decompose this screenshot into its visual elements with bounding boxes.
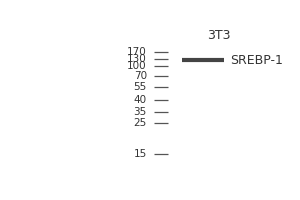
Text: 130: 130 xyxy=(127,54,147,64)
Text: 55: 55 xyxy=(134,82,147,92)
Text: 35: 35 xyxy=(134,107,147,117)
Text: 25: 25 xyxy=(134,118,147,128)
Text: SREBP-1: SREBP-1 xyxy=(230,54,284,67)
Text: 100: 100 xyxy=(127,61,147,71)
Text: 15: 15 xyxy=(134,149,147,159)
Text: 40: 40 xyxy=(134,95,147,105)
Text: 170: 170 xyxy=(127,47,147,57)
Text: 3T3: 3T3 xyxy=(207,29,231,42)
Text: 70: 70 xyxy=(134,71,147,81)
